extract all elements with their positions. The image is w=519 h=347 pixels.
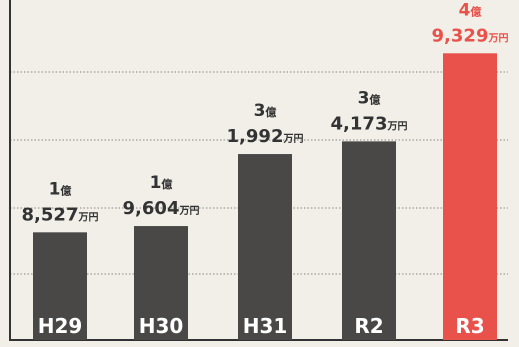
data-label-man: 8,527万円 xyxy=(22,204,99,225)
data-label-man: 9,604万円 xyxy=(123,198,200,219)
x-tick-label: R2 xyxy=(354,314,383,338)
bar xyxy=(33,232,87,340)
data-label-oku: 1億 xyxy=(150,173,173,193)
data-label-oku: 4億 xyxy=(459,0,482,20)
x-tick-label: R3 xyxy=(455,314,484,338)
x-tick-label: H29 xyxy=(38,314,83,338)
data-label-man: 1,992万円 xyxy=(227,126,304,147)
x-tick-label: H30 xyxy=(139,314,184,338)
x-tick-label: H31 xyxy=(243,314,288,338)
bar xyxy=(134,226,188,340)
data-label-man: 4,173万円 xyxy=(331,113,408,134)
data-label-oku: 1億 xyxy=(49,179,72,199)
bar xyxy=(443,53,497,340)
bar xyxy=(238,154,292,340)
bar xyxy=(342,141,396,340)
data-label-oku: 3億 xyxy=(358,88,381,108)
data-label-man: 9,329万円 xyxy=(432,25,509,46)
data-label-oku: 3億 xyxy=(254,101,277,121)
